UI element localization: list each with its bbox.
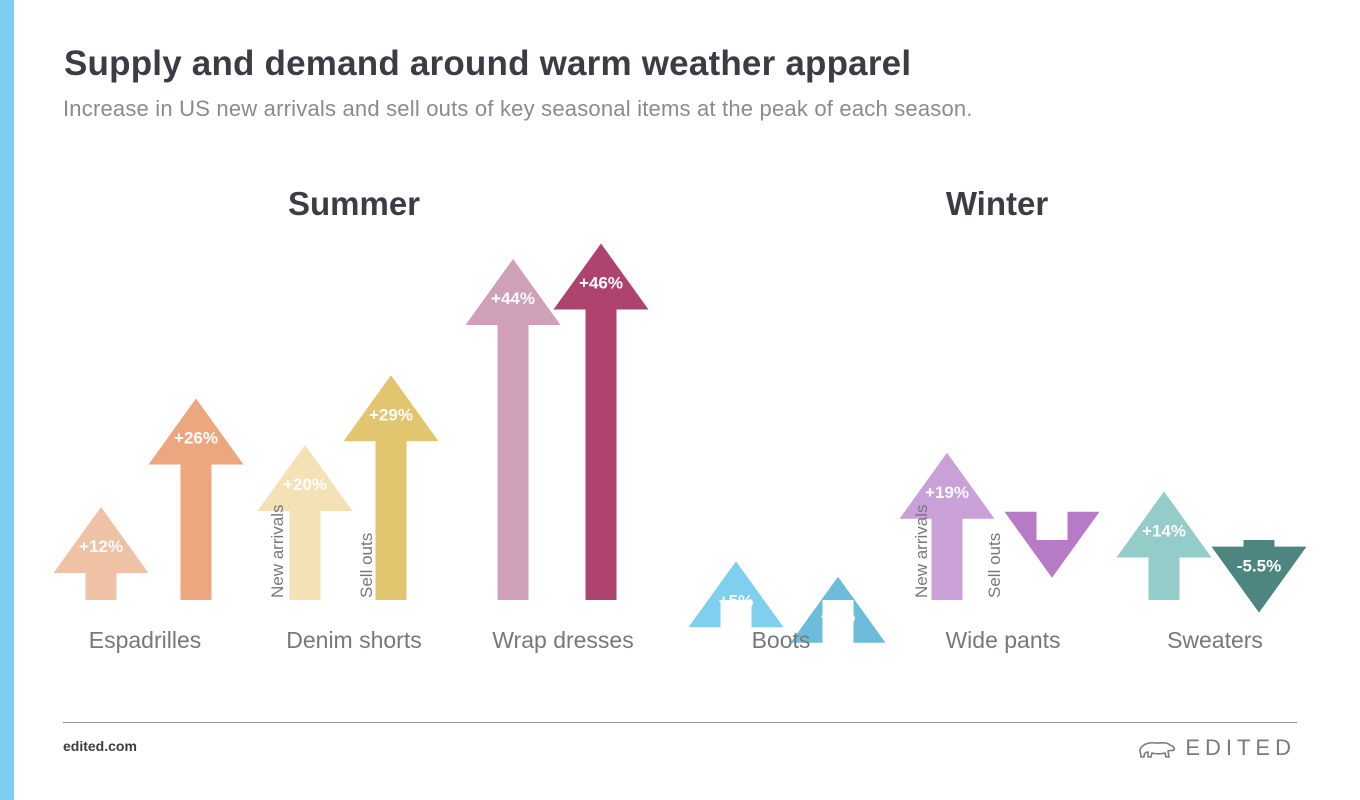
- category-label-sweaters: Sweaters: [1167, 627, 1263, 653]
- accent-side-bar: [0, 0, 14, 800]
- category-label-espadrilles: Espadrilles: [89, 627, 202, 653]
- wrap-dresses-new-arrivals-arrow: [465, 259, 561, 600]
- category-label-wide-pants: Wide pants: [945, 627, 1060, 653]
- series-label-new-arrivals-1: New arrivals: [268, 504, 287, 598]
- series-label-sell-outs-2: Sell outs: [985, 533, 1004, 598]
- footer-site: edited.com: [63, 738, 137, 754]
- espadrilles-new-arrivals-arrow: [53, 507, 149, 600]
- denim-shorts-sell-outs-arrow: [343, 375, 439, 600]
- boots-new-arrivals-value-label: +5%: [719, 591, 754, 610]
- sweaters-sell-outs-arrow: [1211, 540, 1307, 613]
- group-title-summer: Summer: [288, 185, 420, 222]
- category-label-boots: Boots: [752, 627, 811, 653]
- chart-subtitle: Increase in US new arrivals and sell out…: [63, 96, 973, 121]
- category-label-wrap-dresses: Wrap dresses: [492, 627, 633, 653]
- group-title-winter: Winter: [946, 185, 1049, 222]
- denim-shorts-new-arrivals-value-label: +20%: [283, 475, 327, 494]
- wide-pants-new-arrivals-value-label: +19%: [925, 483, 969, 502]
- footer-brand: EDITED: [1137, 735, 1296, 761]
- polar-bear-icon: [1139, 741, 1176, 758]
- denim-shorts-sell-outs-value-label: +29%: [369, 405, 413, 424]
- espadrilles-sell-outs-value-label: +26%: [174, 429, 218, 448]
- series-label-new-arrivals-2: New arrivals: [912, 504, 931, 598]
- boots-sell-outs-value-label: +3%: [821, 607, 856, 626]
- espadrilles-new-arrivals-value-label: +12%: [79, 537, 123, 556]
- boots-new-arrivals-arrow: [688, 561, 784, 628]
- series-label-sell-outs-1: Sell outs: [357, 533, 376, 598]
- arrow-bar-chart: Summer Winter +12% +26% Espadrilles +20% +29%…: [53, 185, 1307, 653]
- wrap-dresses-sell-outs-value-label: +46%: [579, 274, 623, 293]
- espadrilles-sell-outs-arrow: [148, 398, 244, 600]
- footer-divider: [63, 722, 1297, 723]
- brand-name: EDITED: [1185, 735, 1296, 760]
- boots-sell-outs-arrow: [790, 576, 886, 643]
- denim-shorts-new-arrivals-arrow: [257, 445, 353, 600]
- wide-pants-sell-outs-arrow: [1004, 511, 1100, 578]
- sweaters-sell-outs-value-label: -5.5%: [1237, 557, 1281, 576]
- wrap-dresses-sell-outs-arrow: [553, 243, 649, 600]
- category-label-denim-shorts: Denim shorts: [286, 627, 421, 653]
- sweaters-new-arrivals-arrow: [1116, 491, 1212, 600]
- wrap-dresses-new-arrivals-value-label: +44%: [491, 289, 535, 308]
- wide-pants-new-arrivals-arrow: [899, 452, 995, 600]
- wide-pants-sell-outs-value-label: -1%: [1037, 522, 1067, 541]
- sweaters-new-arrivals-value-label: +14%: [1142, 522, 1186, 541]
- chart-title: Supply and demand around warm weather ap…: [64, 44, 912, 83]
